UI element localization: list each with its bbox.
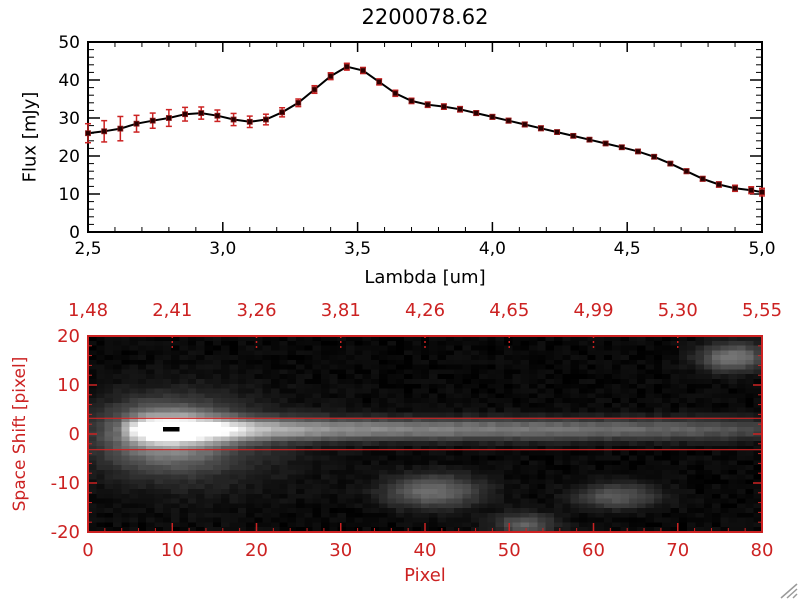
img-x-tick-label: 60	[582, 540, 605, 561]
data-point-marker	[295, 99, 302, 106]
resize-grip-icon[interactable]	[777, 579, 799, 599]
y-tick-label: 40	[58, 71, 80, 91]
data-point-marker	[489, 113, 496, 120]
data-point-marker	[505, 117, 512, 124]
data-point-marker	[651, 153, 658, 160]
data-point-marker	[198, 110, 205, 116]
data-point-marker	[392, 90, 399, 97]
data-point-marker	[440, 103, 447, 110]
y-tick-label: 20	[58, 147, 80, 167]
img-x-tick-label: 30	[329, 540, 352, 561]
wavelength-tick-label: 1,48	[68, 300, 108, 321]
data-point-marker	[667, 160, 674, 167]
img-x-tick-label: 50	[498, 540, 521, 561]
data-point-marker	[214, 112, 221, 119]
x-tick-label: 5,0	[748, 239, 775, 259]
data-point-marker	[732, 185, 738, 192]
data-point-marker	[311, 86, 318, 93]
data-point-marker	[715, 181, 722, 188]
img-x-tick-label: 10	[161, 540, 184, 561]
img-x-tick-label: 40	[414, 540, 437, 561]
lambda-axis-label: Lambda [um]	[364, 267, 486, 288]
data-point-marker	[473, 110, 480, 116]
img-y-tick-label: -10	[51, 473, 80, 494]
y-tick-label: 30	[58, 109, 80, 129]
data-point-marker	[279, 109, 286, 116]
data-point-marker	[182, 111, 188, 118]
wavelength-tick-label: 5,30	[658, 300, 698, 321]
data-point-marker	[699, 175, 706, 182]
data-point-marker	[521, 121, 528, 128]
spectrum-frame	[87, 41, 763, 233]
plot-title: 2200078.62	[361, 5, 489, 29]
data-point-marker	[457, 106, 463, 113]
spectral-image-canvas	[88, 336, 762, 532]
y-tick-label: 10	[58, 185, 80, 205]
data-point-marker	[376, 79, 383, 85]
data-point-marker	[360, 67, 366, 74]
data-point-marker	[263, 116, 269, 123]
data-point-marker	[759, 189, 765, 196]
data-point-marker	[101, 128, 108, 135]
data-point-marker	[618, 144, 625, 151]
x-tick-label: 4,5	[614, 239, 641, 259]
data-point-marker	[586, 136, 593, 143]
img-y-tick-label: -20	[51, 522, 80, 543]
wavelength-tick-label: 4,65	[489, 300, 529, 321]
x-tick-label: 3,5	[344, 239, 371, 259]
img-y-tick-label: 0	[69, 424, 80, 445]
data-point-marker	[635, 148, 641, 155]
img-y-tick-label: 10	[57, 375, 80, 396]
y-tick-label: 0	[69, 223, 80, 243]
data-point-marker	[554, 129, 561, 135]
wavelength-tick-label: 3,81	[321, 300, 361, 321]
data-point-marker	[343, 63, 350, 70]
data-point-marker	[133, 120, 140, 127]
img-y-tick-label: 20	[57, 326, 80, 347]
img-x-tick-label: 0	[82, 540, 93, 561]
data-point-marker	[424, 101, 431, 108]
data-point-marker	[85, 130, 91, 137]
y-tick-label: 50	[58, 33, 80, 53]
data-point-marker	[230, 116, 237, 123]
data-point-marker	[149, 117, 156, 124]
data-point-marker	[165, 115, 172, 121]
img-x-tick-label: 70	[666, 540, 689, 561]
flux-axis-label: Flux [mJy]	[19, 91, 41, 183]
data-point-marker	[748, 187, 755, 194]
x-tick-label: 4,0	[479, 239, 506, 259]
wavelength-tick-label: 3,26	[236, 300, 276, 321]
spectrum-line	[87, 65, 763, 194]
img-x-tick-label: 20	[245, 540, 268, 561]
pixel-axis-label: Pixel	[404, 565, 446, 586]
x-tick-label: 2,5	[74, 239, 101, 259]
data-point-marker	[327, 73, 334, 80]
wavelength-tick-label: 4,99	[573, 300, 613, 321]
wavelength-tick-label: 2,41	[152, 300, 192, 321]
data-point-marker	[117, 125, 124, 132]
data-point-marker	[538, 125, 544, 132]
data-point-marker	[683, 168, 690, 175]
data-point-marker	[408, 98, 415, 104]
data-point-marker	[570, 132, 577, 139]
wavelength-tick-label: 5,55	[742, 300, 782, 321]
wavelength-tick-label: 4,26	[405, 300, 445, 321]
space-shift-axis-label: Space Shift [pixel]	[10, 356, 30, 512]
img-x-tick-label: 80	[751, 540, 774, 561]
x-tick-label: 3,0	[209, 239, 236, 259]
data-point-marker	[246, 118, 253, 125]
data-point-marker	[602, 140, 609, 147]
